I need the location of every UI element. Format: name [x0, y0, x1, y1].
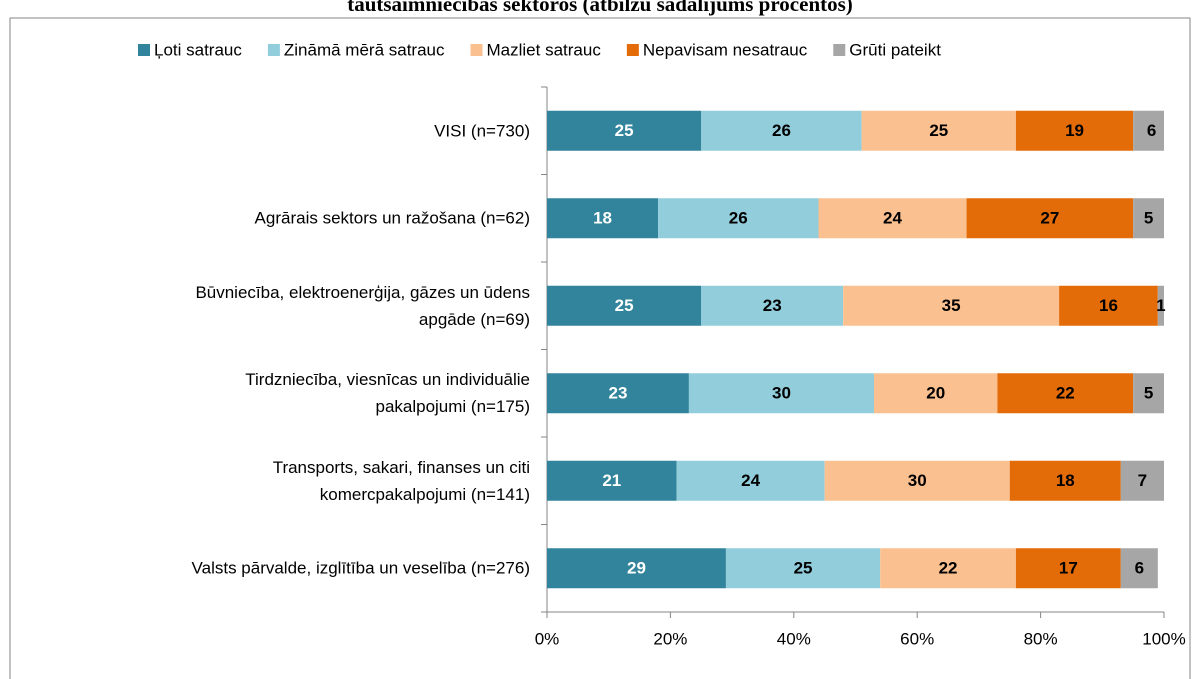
value-label: 30	[908, 471, 927, 490]
legend-swatch	[833, 44, 846, 56]
bar-segment	[547, 285, 702, 326]
value-label: 18	[1056, 471, 1075, 490]
value-label: 6	[1147, 121, 1156, 140]
bar-segment	[966, 198, 1134, 239]
bar-segment	[725, 548, 881, 589]
bar-segment	[701, 110, 862, 151]
bar-segment	[997, 373, 1134, 414]
legend-swatch	[267, 44, 280, 56]
bar-segment	[547, 198, 659, 239]
bar-segment	[1133, 198, 1164, 239]
value-label: 16	[1099, 296, 1118, 315]
legend-label: Nepavisam nesatrauc	[643, 40, 808, 59]
x-tick-label: 60%	[900, 629, 934, 648]
bar-segment	[1157, 285, 1164, 326]
bar-segment	[701, 285, 844, 326]
bar-segment	[1133, 110, 1164, 151]
x-tick-label: 40%	[777, 629, 811, 648]
value-label: 22	[939, 559, 958, 578]
value-label: 29	[627, 559, 646, 578]
x-tick-label: 20%	[653, 629, 687, 648]
category-label: Būvniecība, elektroenerģija, gāzes un ūd…	[195, 282, 530, 329]
value-label: 24	[883, 209, 902, 228]
value-label: 27	[1040, 209, 1059, 228]
bar-segment	[1015, 110, 1134, 151]
bar-segment	[880, 548, 1016, 589]
category-label: Valsts pārvalde, izglītība un veselība (…	[191, 558, 530, 578]
value-label: 25	[929, 121, 948, 140]
value-label: 35	[942, 296, 961, 315]
value-label: 25	[794, 559, 813, 578]
value-label: 25	[615, 121, 634, 140]
bar-segment	[547, 373, 689, 414]
bar-segment	[1009, 460, 1121, 501]
value-label: 7	[1138, 471, 1147, 490]
value-label: 17	[1059, 559, 1078, 578]
x-tick-label: 0%	[535, 629, 560, 648]
bar-segment	[547, 110, 702, 151]
value-label: 26	[772, 121, 791, 140]
value-label: 30	[772, 384, 791, 403]
bar-segment	[1059, 285, 1158, 326]
bar-segment	[1120, 460, 1164, 501]
value-label: 6	[1135, 559, 1144, 578]
value-label: 5	[1144, 384, 1153, 403]
x-tick-label: 100%	[1142, 629, 1185, 648]
legend-label: Zināmā mērā satrauc	[284, 40, 445, 59]
bar-segment	[658, 198, 819, 239]
legend-label: Grūti pateikt	[849, 40, 941, 59]
bar-segment	[1120, 548, 1158, 589]
bar-segment	[1015, 548, 1121, 589]
value-label: 23	[608, 384, 627, 403]
value-label: 19	[1065, 121, 1084, 140]
value-label: 21	[602, 471, 621, 490]
value-label: 22	[1056, 384, 1075, 403]
bar-segment	[547, 548, 726, 589]
value-label: 23	[763, 296, 782, 315]
legend-label: Ļoti satrauc	[154, 40, 242, 59]
legend-swatch	[626, 44, 639, 56]
bar-segment	[824, 460, 1010, 501]
legend-label: Mazliet satrauc	[487, 40, 602, 59]
value-label: 25	[615, 296, 634, 315]
bar-segment	[861, 110, 1016, 151]
category-label: Agrārais sektors un ražošana (n=62)	[254, 208, 530, 228]
bar-segment	[843, 285, 1060, 326]
bar-segment	[547, 460, 677, 501]
bar-segment	[676, 460, 825, 501]
chart-border	[9, 17, 1191, 679]
value-label: 1	[1156, 296, 1165, 315]
x-tick-label: 80%	[1024, 629, 1058, 648]
value-label: 18	[593, 209, 612, 228]
category-label: Transports, sakari, finanses un citi kom…	[272, 457, 530, 504]
value-label: 5	[1144, 209, 1153, 228]
legend-swatch	[138, 44, 150, 56]
bar-segment	[688, 373, 875, 414]
value-label: 20	[926, 384, 945, 403]
bar-segment	[874, 373, 998, 414]
category-label: VISI (n=730)	[434, 121, 530, 141]
value-label: 24	[741, 471, 760, 490]
value-label: 26	[729, 209, 748, 228]
category-label: Tirdzniecība, viesnīcas un individuālie …	[245, 370, 530, 417]
bar-segment	[818, 198, 967, 239]
legend-swatch	[470, 44, 483, 56]
bar-segment	[1133, 373, 1164, 414]
chart-title: tautsaimniecības sektoros (atbilžu sadal…	[347, 0, 853, 16]
